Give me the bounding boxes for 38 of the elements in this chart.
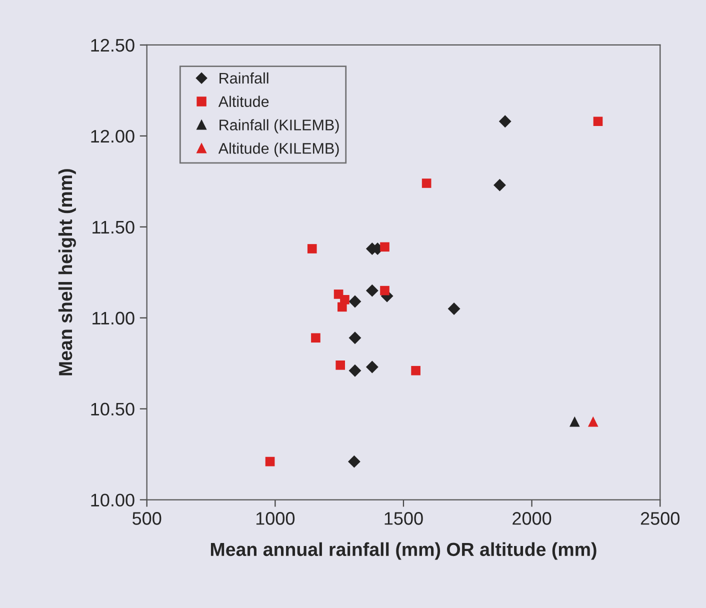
y-tick-label: 12.50: [91, 38, 134, 52]
x-tick-label: 1500: [384, 512, 423, 525]
y-axis-title: Mean shell height (mm): [58, 169, 76, 376]
point: [380, 242, 390, 252]
x-tick-label: 2500: [640, 512, 680, 525]
x-tick-label: 500: [132, 512, 162, 525]
point: [348, 455, 360, 468]
point: [498, 115, 512, 128]
legend-label: Rainfall: [220, 72, 268, 84]
point: [593, 116, 603, 126]
legend-label: Rainfall (KILEMB): [220, 119, 339, 134]
y-tick-label: 11.00: [92, 312, 134, 325]
y-tick-label: 10.00: [91, 494, 134, 506]
point: [422, 178, 432, 188]
point: [448, 302, 460, 315]
point: [380, 286, 390, 296]
point: [366, 360, 378, 374]
point: [570, 416, 580, 427]
point: [265, 456, 275, 466]
legend-label: Altitude (KILEMB): [218, 142, 339, 157]
point: [366, 284, 378, 297]
x-tick-label: 1000: [256, 512, 295, 525]
x-axis-title: Mean annual rainfall (mm) OR altitude (mm): [210, 542, 596, 560]
y-tick-label: 11.50: [92, 220, 134, 234]
y-tick-label: 10.50: [91, 402, 134, 416]
point: [348, 364, 362, 377]
y-tick-label: 12.00: [91, 130, 134, 143]
point: [337, 302, 347, 312]
point: [336, 360, 346, 370]
legend-label: Altitude: [218, 96, 269, 108]
point: [311, 333, 320, 343]
point: [494, 178, 506, 192]
x-tick-label: 2000: [512, 512, 552, 525]
point: [411, 366, 420, 376]
point: [348, 295, 362, 308]
point: [588, 416, 598, 427]
point: [348, 332, 362, 344]
point: [307, 244, 317, 254]
